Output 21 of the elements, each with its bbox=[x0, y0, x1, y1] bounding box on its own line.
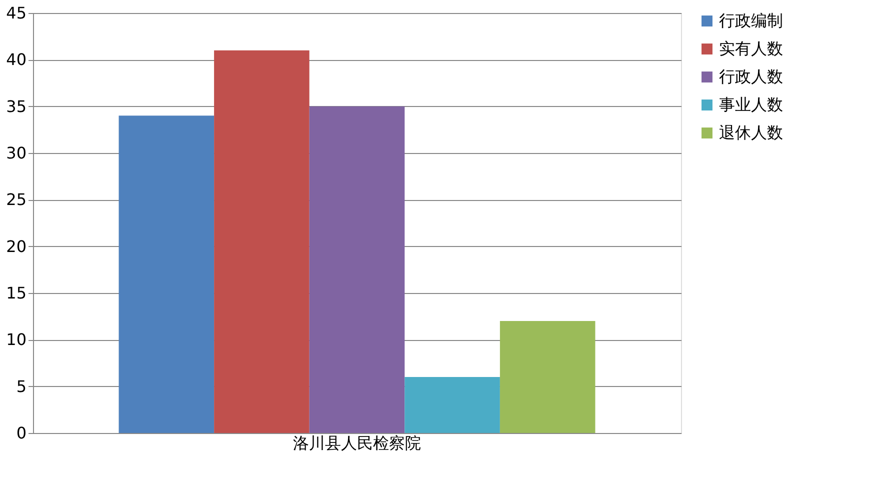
y-tick-label: 45 bbox=[6, 4, 26, 22]
legend-label: 实有人数 bbox=[719, 39, 783, 58]
legend-label: 行政人数 bbox=[719, 67, 783, 86]
y-tick-label: 20 bbox=[6, 236, 26, 256]
bar bbox=[118, 116, 214, 433]
y-tick-label: 35 bbox=[6, 96, 26, 116]
legend-label: 事业人数 bbox=[719, 95, 783, 114]
y-tick-label: 15 bbox=[6, 284, 26, 302]
y-tick-label: 5 bbox=[16, 376, 26, 396]
bar bbox=[500, 321, 596, 433]
y-tick-label: 30 bbox=[6, 144, 26, 162]
bar bbox=[404, 377, 500, 433]
bar bbox=[309, 106, 405, 433]
bar bbox=[214, 50, 310, 433]
x-tick-label: 洛川县人民检察院 bbox=[293, 434, 421, 452]
legend-label: 退休人数 bbox=[719, 123, 783, 142]
y-tick-label: 40 bbox=[6, 50, 26, 70]
y-tick-label: 10 bbox=[6, 330, 26, 350]
y-tick-label: 25 bbox=[6, 190, 26, 210]
legend-label: 行政编制 bbox=[719, 11, 783, 30]
y-tick-label: 0 bbox=[16, 424, 26, 442]
